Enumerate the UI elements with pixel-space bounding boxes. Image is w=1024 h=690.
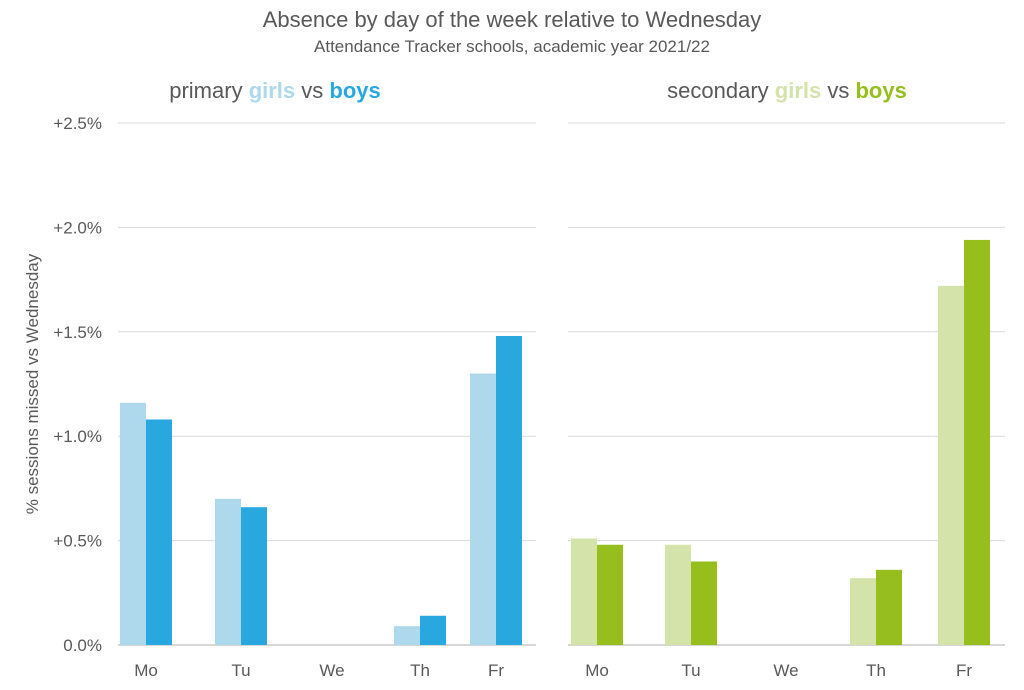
panel-title-secondary: secondary girls vs boys — [667, 78, 907, 103]
bar-secondary-girls-Fr — [938, 285, 964, 645]
y-tick-label: +0.5% — [53, 532, 102, 551]
x-tick-label: Tu — [231, 661, 250, 680]
x-tick-label: Mo — [585, 661, 609, 680]
panel-secondary: secondary girls vs boys Mo Tu We Th Fr — [568, 78, 1005, 680]
y-tick-label: +1.5% — [53, 323, 102, 342]
x-tick-label: Tu — [681, 661, 700, 680]
bar-primary-girls-Mo — [120, 402, 146, 645]
panel-title-part: primary — [169, 78, 248, 103]
y-tick-label: +2.5% — [53, 114, 102, 133]
chart-title: Absence by day of the week relative to W… — [263, 7, 762, 32]
y-axis-label: % sessions missed vs Wednesday — [23, 253, 42, 514]
bar-primary-girls-Fr — [470, 373, 496, 645]
bar-secondary-boys-Fr — [964, 239, 990, 646]
x-tick-label: Fr — [956, 661, 972, 680]
panel-title-part: vs — [295, 78, 329, 103]
x-tick-label: We — [773, 661, 798, 680]
panel-title-part: boys — [329, 78, 380, 103]
x-tick-label: We — [319, 661, 344, 680]
bar-primary-boys-Tu — [241, 507, 267, 645]
panel-title-part: girls — [249, 78, 295, 103]
y-tick-label: +1.0% — [53, 427, 102, 446]
panel-title-part: girls — [775, 78, 821, 103]
bar-primary-girls-Tu — [215, 498, 241, 645]
y-tick-label: 0.0% — [63, 636, 102, 655]
bar-primary-girls-Th — [394, 626, 420, 645]
bar-primary-boys-Th — [420, 615, 446, 645]
bar-secondary-girls-Tu — [665, 544, 691, 645]
x-tick-label: Th — [866, 661, 886, 680]
bar-secondary-girls-Mo — [571, 538, 597, 645]
y-tick-label: +2.0% — [53, 218, 102, 237]
panel-title-part: secondary — [667, 78, 775, 103]
panel-title-primary: primary girls vs boys — [169, 78, 381, 103]
bar-secondary-girls-Th — [850, 578, 876, 645]
plot-area: 0.0% +0.5% +1.0% +1.5% +2.0% +2.5% primary gir… — [53, 78, 1005, 680]
panel-title-part: boys — [855, 78, 906, 103]
x-tick-label: Mo — [134, 661, 158, 680]
bar-primary-boys-Fr — [496, 335, 522, 645]
panel-primary: primary girls vs boys Mo Tu We Th Fr — [118, 78, 536, 680]
x-tick-label: Fr — [488, 661, 504, 680]
bar-primary-boys-Mo — [146, 419, 172, 645]
panel-title-part: vs — [821, 78, 855, 103]
bar-secondary-boys-Th — [876, 569, 902, 645]
chart-subtitle: Attendance Tracker schools, academic yea… — [314, 37, 710, 56]
bar-secondary-boys-Tu — [691, 561, 717, 645]
x-tick-label: Th — [410, 661, 430, 680]
bar-secondary-boys-Mo — [597, 544, 623, 645]
